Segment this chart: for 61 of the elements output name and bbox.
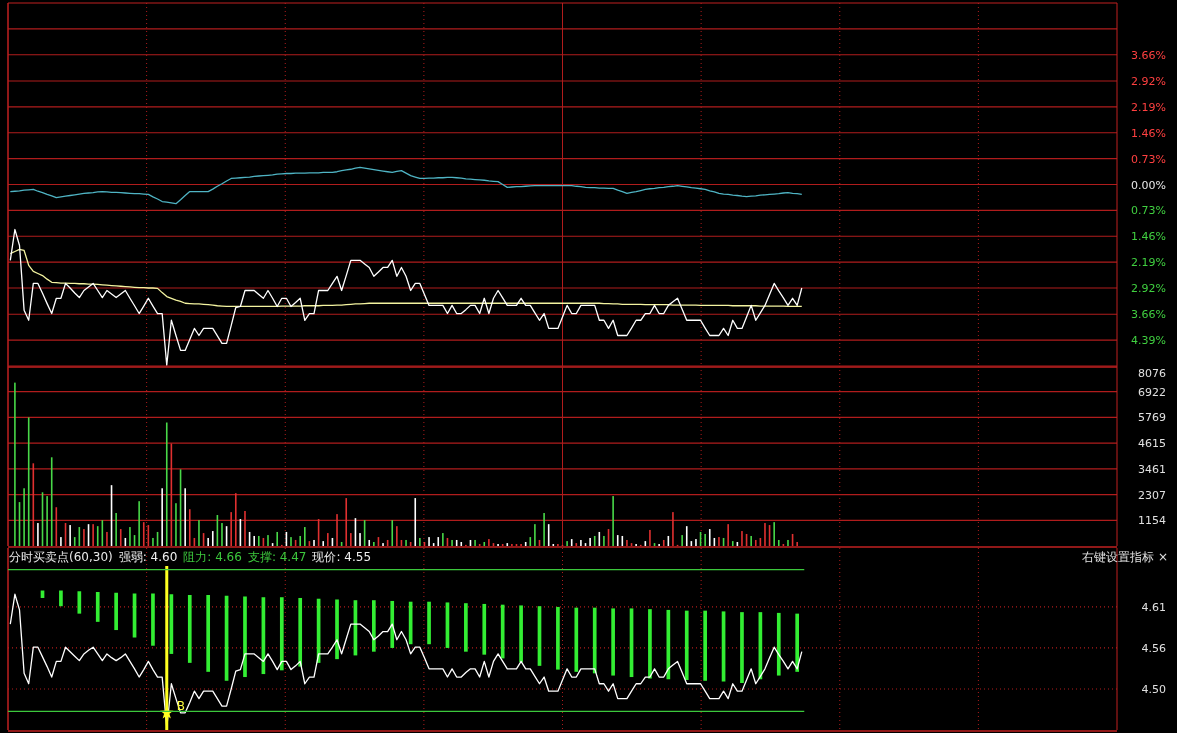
bar [151,593,155,646]
bar [519,605,523,663]
y-tick-label: 1154 [1138,514,1166,528]
line-series [9,248,803,308]
bar [206,594,211,672]
bar [592,607,597,674]
y-tick-label: 0.73% [1131,152,1166,166]
annotation: 强弱: 4.60 [118,550,178,564]
annotation: 右键设置指标 × [1082,550,1168,564]
ref-line-label: 支撑: 4.47 [247,550,307,564]
bar [114,592,118,631]
bar [703,610,707,681]
bar [77,591,82,614]
bar [795,613,800,672]
bar [298,597,303,667]
bar [390,600,395,648]
y-tick-label: 0.73% [1131,204,1166,218]
y-tick-label: 3.66% [1131,48,1166,62]
y-tick-label: 2307 [1138,488,1166,502]
bar [243,596,247,678]
y-tick-label: 2.92% [1131,282,1166,296]
y-tick-label: 3461 [1138,462,1166,476]
y-tick-label: 4.56 [1141,641,1166,655]
y-tick-label: 5769 [1138,411,1166,425]
bar [684,610,689,681]
y-tick-label: 2.19% [1131,256,1166,270]
chart-title: 分时买卖点(60,30) [9,550,113,564]
bar [666,609,671,680]
y-tick-label: 1.46% [1131,230,1166,244]
bar [556,606,560,670]
y-tick-label: 8076 [1138,367,1166,380]
bar [464,603,468,652]
annotation: B [176,699,185,714]
line-series [9,166,803,205]
y-tick-label: 2.92% [1131,74,1166,88]
y-tick-label: 4.61 [1141,600,1166,614]
bar [427,601,431,645]
ref-line-label: 阻力: 4.66 [183,550,242,564]
bar [611,608,615,676]
bar [187,594,192,663]
annotation: 现价: 4.55 [312,550,372,564]
bar [59,590,63,607]
y-tick-label: 4.39% [1131,334,1166,348]
bar [574,607,579,672]
bar [776,612,781,676]
bar [279,597,284,671]
y-tick-label: 4.50 [1141,682,1166,696]
bar [740,612,744,684]
line-series [9,228,803,366]
y-tick-label: 0.00% [1131,178,1166,192]
bar [482,603,487,655]
bar [648,609,652,679]
y-tick-label: 4615 [1138,437,1166,451]
y-tick-label: 3.66% [1131,308,1166,322]
y-tick-label: 1.46% [1131,126,1166,140]
bar [95,592,100,622]
y-tick-label: 2.19% [1131,100,1166,114]
bar [371,600,376,652]
y-tick-label: 6922 [1138,385,1166,399]
bar [335,599,339,660]
bar [500,604,505,659]
